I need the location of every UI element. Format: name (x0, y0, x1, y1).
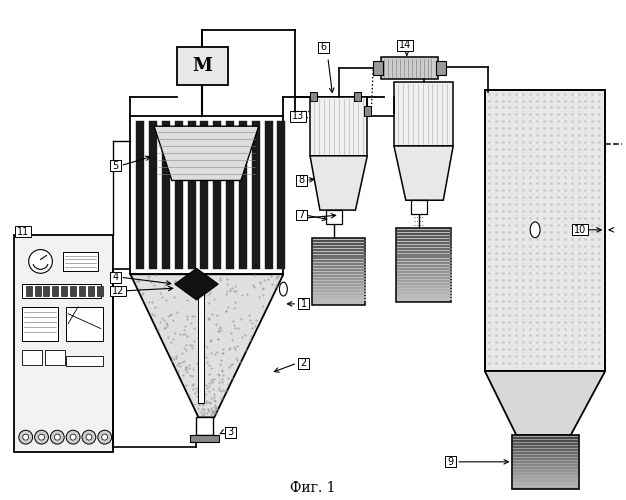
Text: 5: 5 (112, 160, 118, 170)
Polygon shape (175, 268, 218, 300)
Text: М: М (192, 57, 212, 75)
Text: 9: 9 (448, 457, 454, 467)
Bar (296, 210, 307, 220)
Bar (63, 252, 98, 272)
Bar (298, 358, 309, 368)
Bar (198, 274, 205, 402)
Bar (26, 286, 32, 296)
Bar (149, 121, 157, 270)
Bar (310, 92, 317, 102)
Ellipse shape (279, 282, 287, 296)
Bar (298, 298, 309, 310)
Bar (46, 350, 65, 365)
Bar (22, 284, 101, 298)
Polygon shape (130, 274, 284, 418)
Bar (110, 272, 121, 282)
Bar (225, 427, 236, 438)
Bar (226, 121, 234, 270)
Bar (265, 121, 272, 270)
Bar (34, 286, 41, 296)
Circle shape (29, 250, 53, 274)
Text: 1: 1 (300, 299, 307, 309)
Bar (310, 96, 367, 156)
Bar (14, 235, 113, 452)
Text: 13: 13 (292, 112, 304, 122)
Circle shape (102, 434, 108, 440)
Bar (411, 200, 426, 214)
Bar (296, 175, 307, 186)
Bar (190, 435, 219, 442)
Bar (97, 286, 103, 296)
Bar (397, 40, 413, 50)
Text: 2: 2 (300, 358, 307, 368)
Bar (364, 106, 371, 117)
Bar (252, 121, 260, 270)
Circle shape (39, 434, 44, 440)
Ellipse shape (530, 222, 540, 238)
Bar (213, 121, 221, 270)
Bar (354, 92, 361, 102)
Polygon shape (394, 146, 453, 200)
Bar (70, 286, 76, 296)
Circle shape (70, 434, 76, 440)
Bar (381, 57, 438, 79)
Bar (175, 121, 183, 270)
Bar (15, 226, 31, 237)
Text: 6: 6 (321, 42, 327, 52)
Circle shape (19, 430, 33, 444)
Text: 4: 4 (112, 272, 118, 282)
Bar (312, 238, 366, 305)
Circle shape (66, 430, 80, 444)
Bar (162, 121, 170, 270)
Circle shape (34, 430, 48, 444)
Bar (43, 286, 49, 296)
Text: 12: 12 (111, 286, 124, 296)
Bar (110, 160, 121, 171)
Bar (445, 456, 456, 468)
Text: Фиг. 1: Фиг. 1 (290, 482, 336, 496)
Text: 10: 10 (573, 225, 586, 235)
Bar (66, 356, 103, 366)
Bar (485, 90, 605, 371)
Bar (436, 61, 446, 75)
Bar (318, 42, 329, 52)
Bar (79, 286, 85, 296)
Bar (200, 121, 208, 270)
Text: 7: 7 (299, 210, 305, 220)
Bar (277, 121, 285, 270)
Polygon shape (154, 126, 259, 180)
Bar (396, 228, 451, 302)
Bar (136, 121, 144, 270)
Bar (326, 210, 342, 224)
Bar (53, 286, 58, 296)
Bar (130, 116, 284, 274)
Text: 3: 3 (228, 427, 233, 437)
Circle shape (86, 434, 92, 440)
Bar (177, 47, 228, 84)
Bar (373, 61, 383, 75)
Circle shape (82, 430, 96, 444)
Text: 11: 11 (17, 227, 29, 237)
Polygon shape (310, 156, 367, 210)
Bar (22, 307, 58, 342)
Circle shape (51, 430, 64, 444)
Bar (188, 121, 195, 270)
Bar (290, 111, 307, 122)
Bar (572, 224, 588, 235)
Bar (195, 418, 213, 435)
Bar (394, 82, 453, 146)
Bar (513, 435, 578, 490)
Circle shape (54, 434, 60, 440)
Text: 14: 14 (399, 40, 411, 50)
Circle shape (98, 430, 111, 444)
Bar (88, 286, 94, 296)
Bar (66, 307, 103, 342)
Bar (22, 350, 41, 365)
Circle shape (23, 434, 29, 440)
Bar (110, 286, 126, 296)
Bar (239, 121, 247, 270)
Polygon shape (485, 371, 605, 435)
Text: 8: 8 (299, 176, 305, 186)
Bar (61, 286, 67, 296)
